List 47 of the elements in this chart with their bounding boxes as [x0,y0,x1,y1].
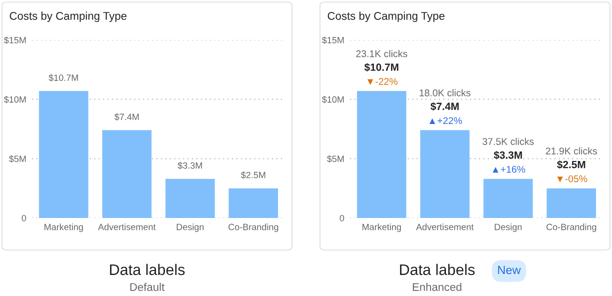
data-label: $3.3M [494,150,522,160]
y-tick-label: $5M [326,155,344,163]
bar [165,178,215,218]
x-tick-label: Advertisement [98,224,156,230]
data-label: $2.5M [557,160,586,169]
bar [228,188,278,218]
annotation: ▼-22% [367,78,398,85]
x-tick-label: Design [494,224,522,232]
data-label: $7.4M [430,102,459,111]
annotation: ▼-05% [557,175,588,182]
data-label: $3.3M [178,162,202,170]
text: New [498,266,521,274]
x-tick-label: Co-Branding [546,224,596,232]
x-tick-label: Co-Branding [228,224,278,232]
text: Enhanced [412,282,462,291]
text: Default [130,282,165,291]
x-tick-label: Marketing [362,224,401,232]
y-tick-label: $5M [8,155,26,163]
annotation: 37.5K clicks [482,138,534,145]
y-tick-label: $15M [322,36,344,44]
y-tick-label: 0 [340,214,344,222]
data-label: $10.7M [364,63,398,72]
text: Data labels [110,264,185,276]
y-tick-label: $10M [4,96,26,104]
bar [356,91,406,218]
text: Data labels [400,264,475,276]
x-tick-label: Marketing [44,224,83,232]
chart-title: Costs by Camping Type [10,12,126,22]
annotation: 21.9K clicks [546,147,597,154]
data-label: $2.5M [240,171,266,179]
annotation: 18.0K clicks [420,89,470,96]
y-tick-label: $10M [322,96,344,104]
y-tick-label: $15M [4,36,26,44]
annotation: ▲+16% [492,166,526,173]
x-tick-label: Advertisement [416,224,474,230]
bar [420,130,470,218]
x-tick-label: Design [176,224,204,232]
bar [38,91,88,218]
chart-title: Costs by Camping Type [328,12,444,22]
y-tick-label: 0 [22,214,26,222]
data-label: $7.4M [114,113,139,121]
bar [483,178,533,218]
bar [546,188,596,218]
data-label: $10.7M [48,74,78,82]
bar [102,130,152,218]
annotation: ▲+22% [429,117,462,124]
annotation: 23.1K clicks [356,50,408,58]
